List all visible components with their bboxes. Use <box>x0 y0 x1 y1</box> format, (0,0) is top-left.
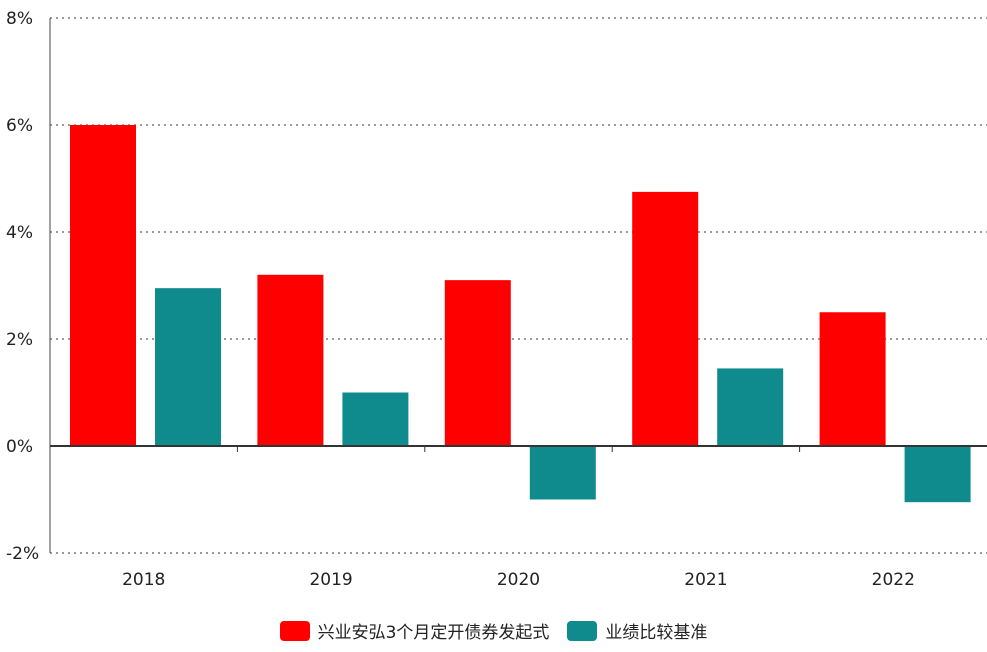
bar <box>819 312 886 446</box>
bar <box>444 280 511 446</box>
legend-swatch-benchmark <box>567 620 598 641</box>
bar <box>257 274 324 446</box>
x-tick-label: 2020 <box>497 570 540 590</box>
y-tick-label: 2% <box>6 330 33 350</box>
legend-label-fund: 兴业安弘3个月定开债券发起式 <box>317 623 550 643</box>
y-tick-label: 4% <box>6 223 33 243</box>
x-tick-label: 2018 <box>122 570 165 590</box>
bar <box>717 368 784 446</box>
x-tick-label: 2021 <box>684 570 727 590</box>
legend-swatch-fund <box>279 620 310 641</box>
y-tick-label: 0% <box>6 437 33 457</box>
legend-item-benchmark: 业绩比较基准 <box>567 618 707 643</box>
y-tick-label: 8% <box>6 9 33 29</box>
y-tick-label: 6% <box>6 116 33 136</box>
bar <box>342 392 409 446</box>
y-tick-label: -2% <box>6 544 39 564</box>
legend-label-benchmark: 业绩比较基准 <box>605 623 708 643</box>
bar <box>70 125 136 446</box>
bar <box>155 288 221 446</box>
bar <box>632 191 699 446</box>
x-tick-label: 2022 <box>872 570 915 590</box>
x-tick-label: 2019 <box>309 570 352 590</box>
legend-item-fund: 兴业安弘3个月定开债券发起式 <box>279 618 550 643</box>
legend: 兴业安弘3个月定开债券发起式 业绩比较基准 <box>0 618 987 643</box>
bar <box>904 446 971 503</box>
bar <box>529 446 596 500</box>
